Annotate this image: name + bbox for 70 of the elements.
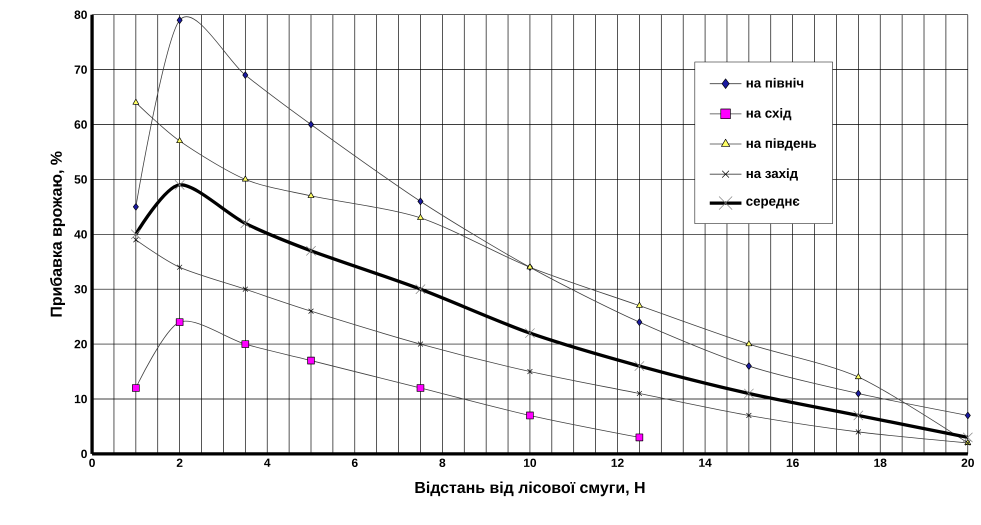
point	[962, 432, 973, 443]
point	[417, 214, 424, 220]
x-tick-label: 10	[524, 458, 536, 468]
y-tick-label: 0	[81, 450, 87, 458]
point	[308, 192, 314, 198]
point	[133, 237, 139, 243]
point	[240, 218, 250, 228]
point	[242, 176, 249, 182]
point	[636, 390, 642, 396]
point	[634, 361, 644, 372]
legend-label: на південь	[746, 138, 816, 151]
x-tick-label: 0	[89, 458, 95, 468]
y-tick-label: 30	[74, 285, 87, 294]
point	[132, 203, 139, 211]
point	[176, 137, 183, 144]
y-tick-label: 60	[74, 120, 87, 129]
point	[746, 412, 752, 418]
point	[307, 356, 315, 364]
point	[636, 302, 643, 308]
point	[308, 120, 314, 128]
point	[856, 429, 862, 435]
x-axis-title: Відстань від лісової смуги, Н	[415, 482, 644, 496]
point	[526, 412, 534, 420]
point	[855, 373, 862, 380]
point	[308, 308, 314, 314]
x-tick-label: 2	[176, 458, 182, 467]
x-tick-label: 8	[439, 458, 446, 468]
y-tick-label: 40	[74, 230, 87, 239]
point	[242, 71, 248, 79]
point	[415, 284, 426, 294]
point	[176, 318, 184, 326]
point	[527, 368, 533, 374]
point	[242, 286, 248, 292]
legend-label: середнє	[746, 198, 800, 209]
y-tick-label: 10	[74, 394, 87, 404]
x-tick-label: 14	[699, 458, 712, 467]
point	[524, 328, 535, 338]
point	[174, 180, 185, 190]
point	[636, 318, 642, 326]
x-tick-label: 18	[874, 458, 887, 468]
point	[132, 384, 140, 392]
y-tick-label: 20	[74, 340, 87, 348]
point	[306, 246, 316, 256]
point	[636, 434, 644, 442]
point	[176, 16, 183, 24]
y-axis-title: Прибавка врожаю, %	[50, 152, 66, 317]
legend-label: на схід	[746, 108, 792, 120]
x-tick-label: 20	[962, 458, 974, 468]
x-tick-label: 4	[264, 458, 270, 467]
point	[130, 229, 141, 240]
point	[746, 362, 752, 370]
y-tick-label: 70	[74, 65, 87, 74]
x-tick-label: 12	[612, 458, 624, 467]
point	[176, 264, 182, 270]
y-tick-label: 80	[74, 10, 87, 20]
point	[416, 384, 424, 392]
legend-label: на захід	[746, 168, 798, 181]
x-tick-label: 16	[786, 458, 799, 468]
point	[418, 198, 424, 206]
y-tick-label: 50	[74, 175, 87, 184]
point	[242, 340, 250, 348]
legend-label: на північ	[746, 78, 804, 88]
point	[746, 340, 752, 346]
point	[744, 388, 754, 399]
point	[132, 98, 140, 105]
x-tick-label: 6	[352, 458, 358, 468]
point	[853, 410, 864, 421]
point	[964, 412, 971, 420]
point	[855, 390, 862, 398]
point	[418, 341, 424, 347]
